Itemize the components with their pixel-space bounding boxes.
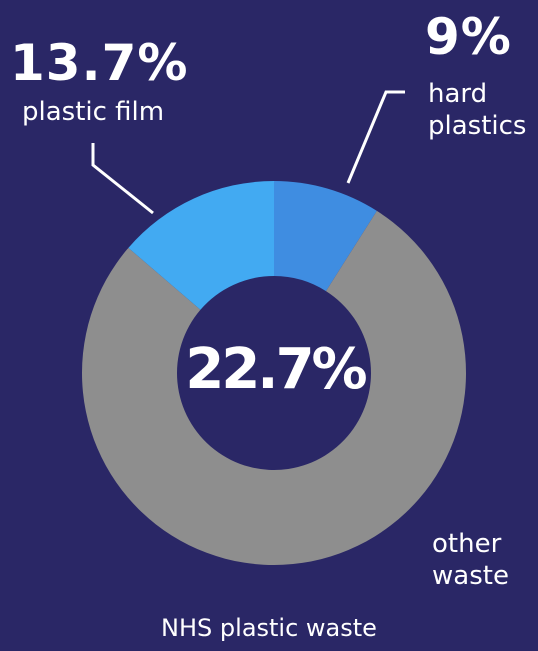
chart-title: NHS plastic waste: [161, 614, 377, 642]
other-waste-label-line2: waste: [432, 561, 509, 591]
hard-plastics-label-line2: plastics: [428, 111, 527, 141]
other-waste-label-line1: other: [432, 529, 502, 559]
hard-plastics-label-line1: hard: [428, 79, 488, 109]
hard-plastics-percent: 9%: [425, 8, 512, 66]
plastic-film-label: plastic film: [22, 97, 165, 127]
leader-line-plastic-film: [91, 143, 154, 215]
plastic-film-percent: 13.7%: [10, 34, 189, 92]
donut-slice-plastic-film: [128, 181, 274, 310]
donut-slice-hard-plastics: [274, 181, 377, 292]
donut-slice-other-waste: [82, 210, 466, 565]
donut-center-total: 22.7%: [185, 337, 367, 402]
leader-line-hard-plastics: [346, 90, 405, 184]
